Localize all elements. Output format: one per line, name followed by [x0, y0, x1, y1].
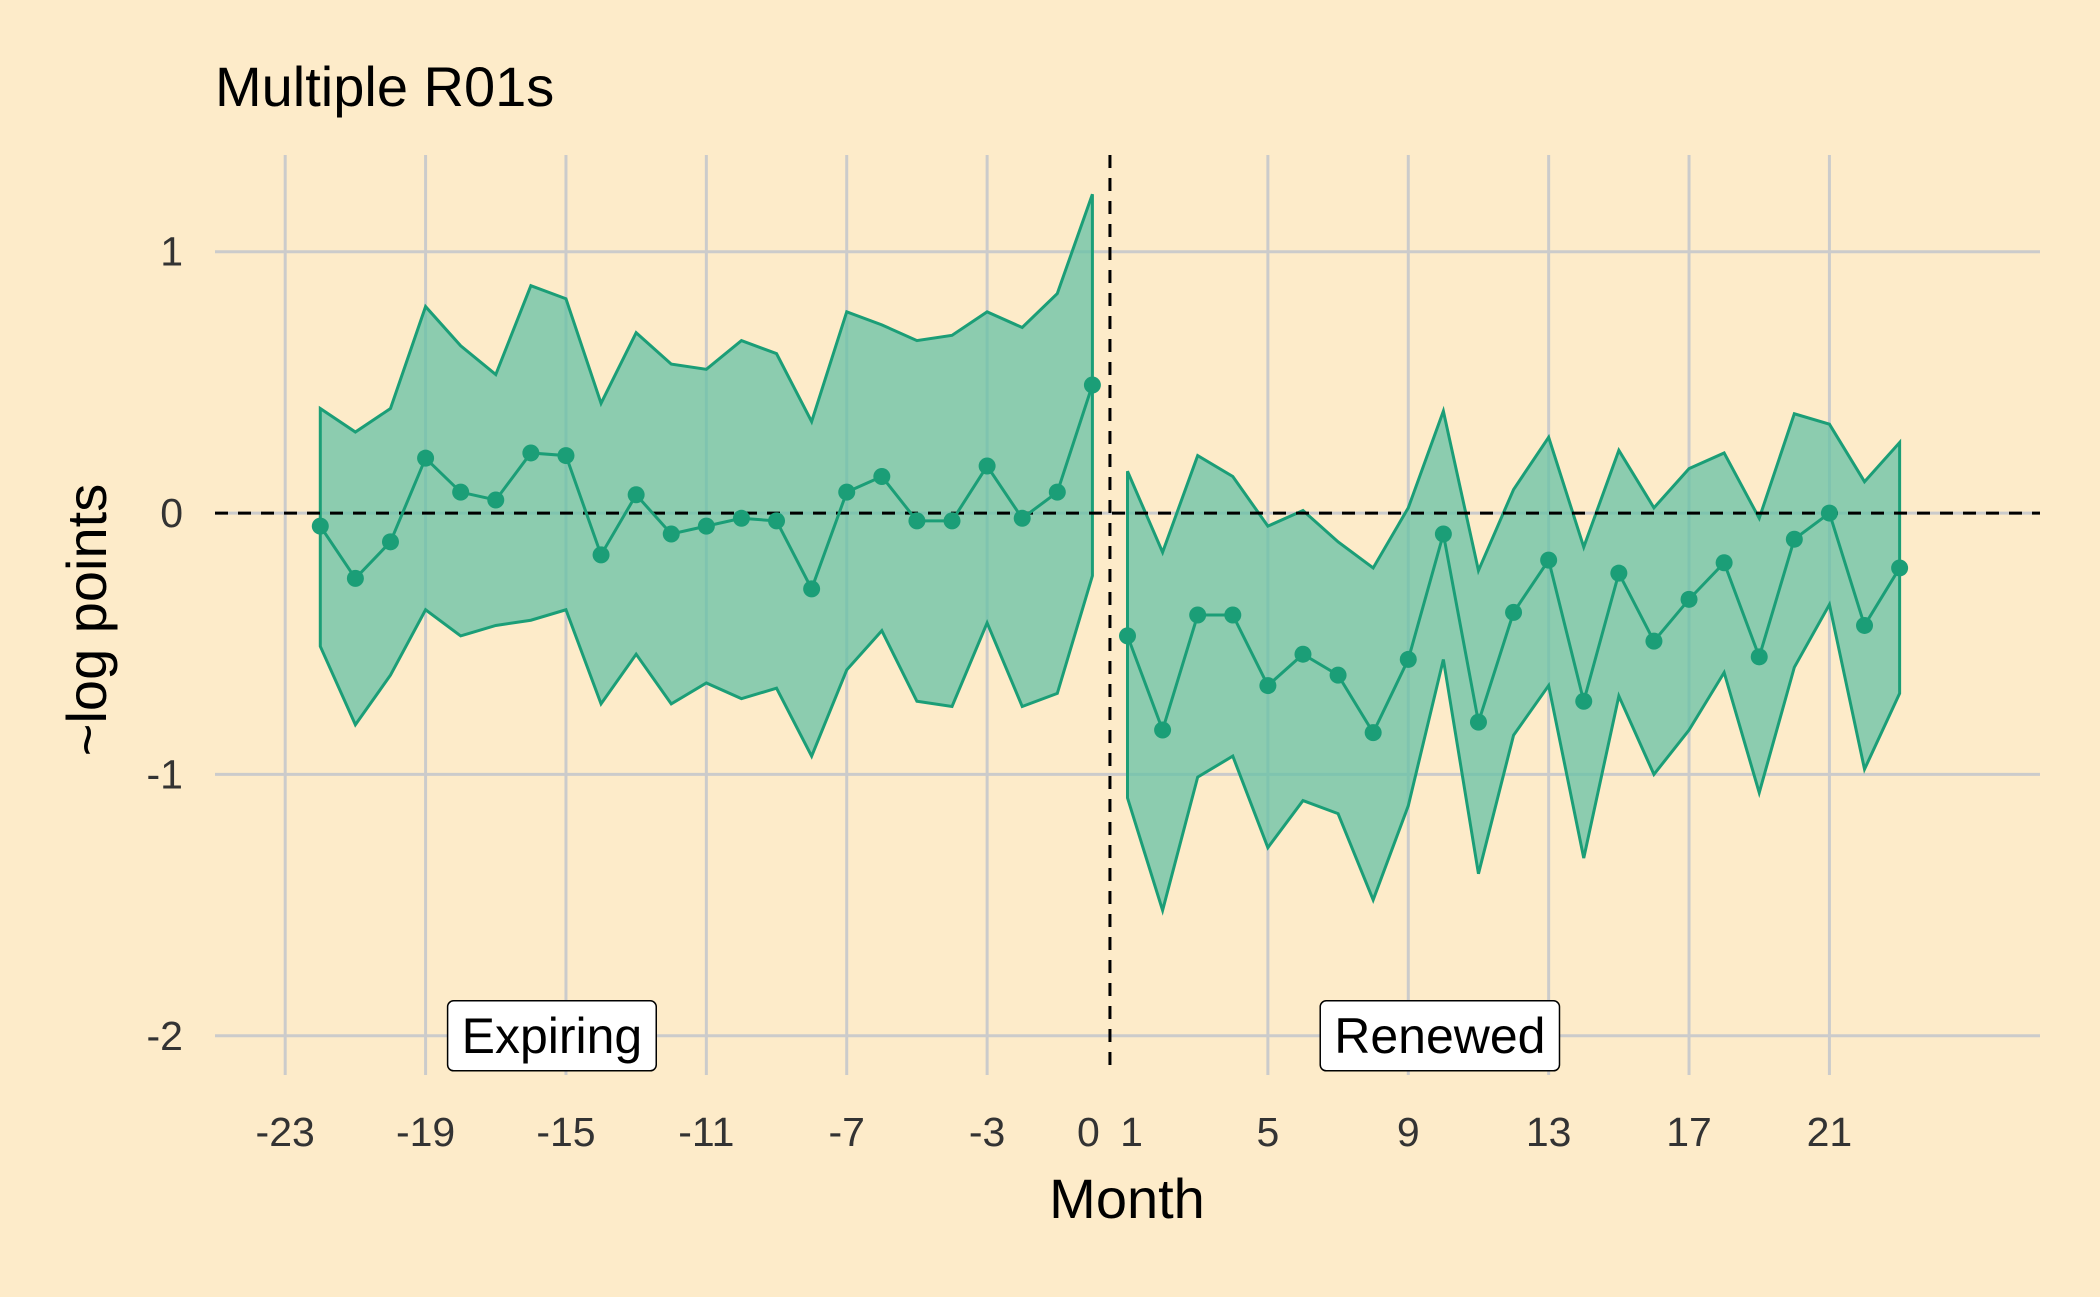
- ci-ribbon-pre: [318, 193, 1094, 760]
- y-axis-title: ~log points: [55, 484, 118, 756]
- annotation-text: Renewed: [1334, 1008, 1545, 1064]
- data-point: [1119, 627, 1136, 645]
- data-point: [943, 512, 961, 530]
- ci-ribbon-post: [1126, 405, 1902, 916]
- data-point: [1048, 483, 1066, 501]
- y-tick-label: 1: [160, 229, 183, 275]
- data-point: [732, 509, 750, 527]
- data-point: [1154, 721, 1172, 739]
- data-point: [627, 486, 645, 504]
- x-tick-label: -15: [536, 1109, 595, 1155]
- x-tick-label: -19: [396, 1109, 455, 1155]
- x-tick-label: -3: [969, 1109, 1005, 1155]
- y-tick-label: -1: [147, 751, 183, 797]
- reference-lines: [215, 155, 2040, 1075]
- x-tick-label: 17: [1666, 1109, 1712, 1155]
- confidence-ribbons: [318, 193, 1902, 916]
- tick-labels: -23 -19 -15 -11 -7 -3 0 1 5 9 13 17 21-2-101: [147, 229, 1853, 1155]
- data-point: [1540, 551, 1558, 569]
- estimate-points: [311, 376, 1909, 742]
- data-point: [311, 517, 329, 535]
- data-point: [1645, 632, 1663, 650]
- y-tick-label: 0: [160, 490, 183, 536]
- data-point: [978, 457, 996, 475]
- data-point: [662, 525, 680, 543]
- data-point: [1013, 509, 1031, 527]
- annotation-label: Expiring: [446, 1000, 657, 1072]
- data-point: [1856, 616, 1874, 634]
- data-point: [1505, 603, 1523, 621]
- annotations: Expiring Renewed: [446, 1000, 1561, 1072]
- data-point: [908, 512, 926, 530]
- data-point: [487, 491, 505, 509]
- data-point: [873, 467, 891, 485]
- x-tick-label: 1: [1120, 1109, 1143, 1155]
- data-point: [1189, 606, 1207, 624]
- data-point: [1820, 504, 1838, 522]
- data-point: [346, 569, 364, 587]
- x-tick-label: 0: [1077, 1109, 1100, 1155]
- chart-title: Multiple R01s: [215, 55, 554, 118]
- data-point: [1259, 677, 1277, 695]
- data-point: [1715, 554, 1733, 572]
- data-point: [1364, 724, 1382, 742]
- data-point: [381, 533, 399, 551]
- data-point: [697, 517, 715, 535]
- data-point: [1434, 525, 1452, 543]
- x-axis-title: Month: [1049, 1167, 1205, 1230]
- data-point: [592, 546, 610, 564]
- data-point: [1224, 606, 1242, 624]
- y-tick-label: -2: [147, 1013, 183, 1059]
- x-tick-label: -11: [678, 1109, 734, 1155]
- data-point: [522, 444, 540, 462]
- data-point: [838, 483, 856, 501]
- x-tick-label: 21: [1807, 1109, 1853, 1155]
- data-point: [1399, 650, 1417, 668]
- annotation-box: [1319, 1000, 1561, 1072]
- data-point: [1294, 645, 1312, 663]
- data-point: [768, 512, 786, 530]
- data-point: [1750, 648, 1768, 666]
- x-tick-label: -7: [828, 1109, 864, 1155]
- data-point: [803, 580, 821, 598]
- data-point: [1610, 564, 1628, 582]
- x-tick-label: 5: [1256, 1109, 1279, 1155]
- data-point: [1891, 559, 1909, 577]
- data-point: [417, 449, 435, 467]
- data-point: [452, 483, 470, 501]
- data-point: [1083, 376, 1101, 394]
- x-tick-label: 13: [1526, 1109, 1572, 1155]
- annotation-text: Expiring: [462, 1008, 643, 1064]
- x-tick-label: -23: [256, 1109, 315, 1155]
- annotation-label: Renewed: [1319, 1000, 1561, 1072]
- x-tick-label: 9: [1397, 1109, 1420, 1155]
- data-point: [557, 447, 575, 465]
- data-point: [1575, 692, 1593, 710]
- data-point: [1329, 666, 1347, 684]
- annotation-box: [446, 1000, 657, 1072]
- data-point: [1680, 590, 1698, 608]
- data-point: [1469, 713, 1487, 731]
- data-point: [1785, 530, 1803, 548]
